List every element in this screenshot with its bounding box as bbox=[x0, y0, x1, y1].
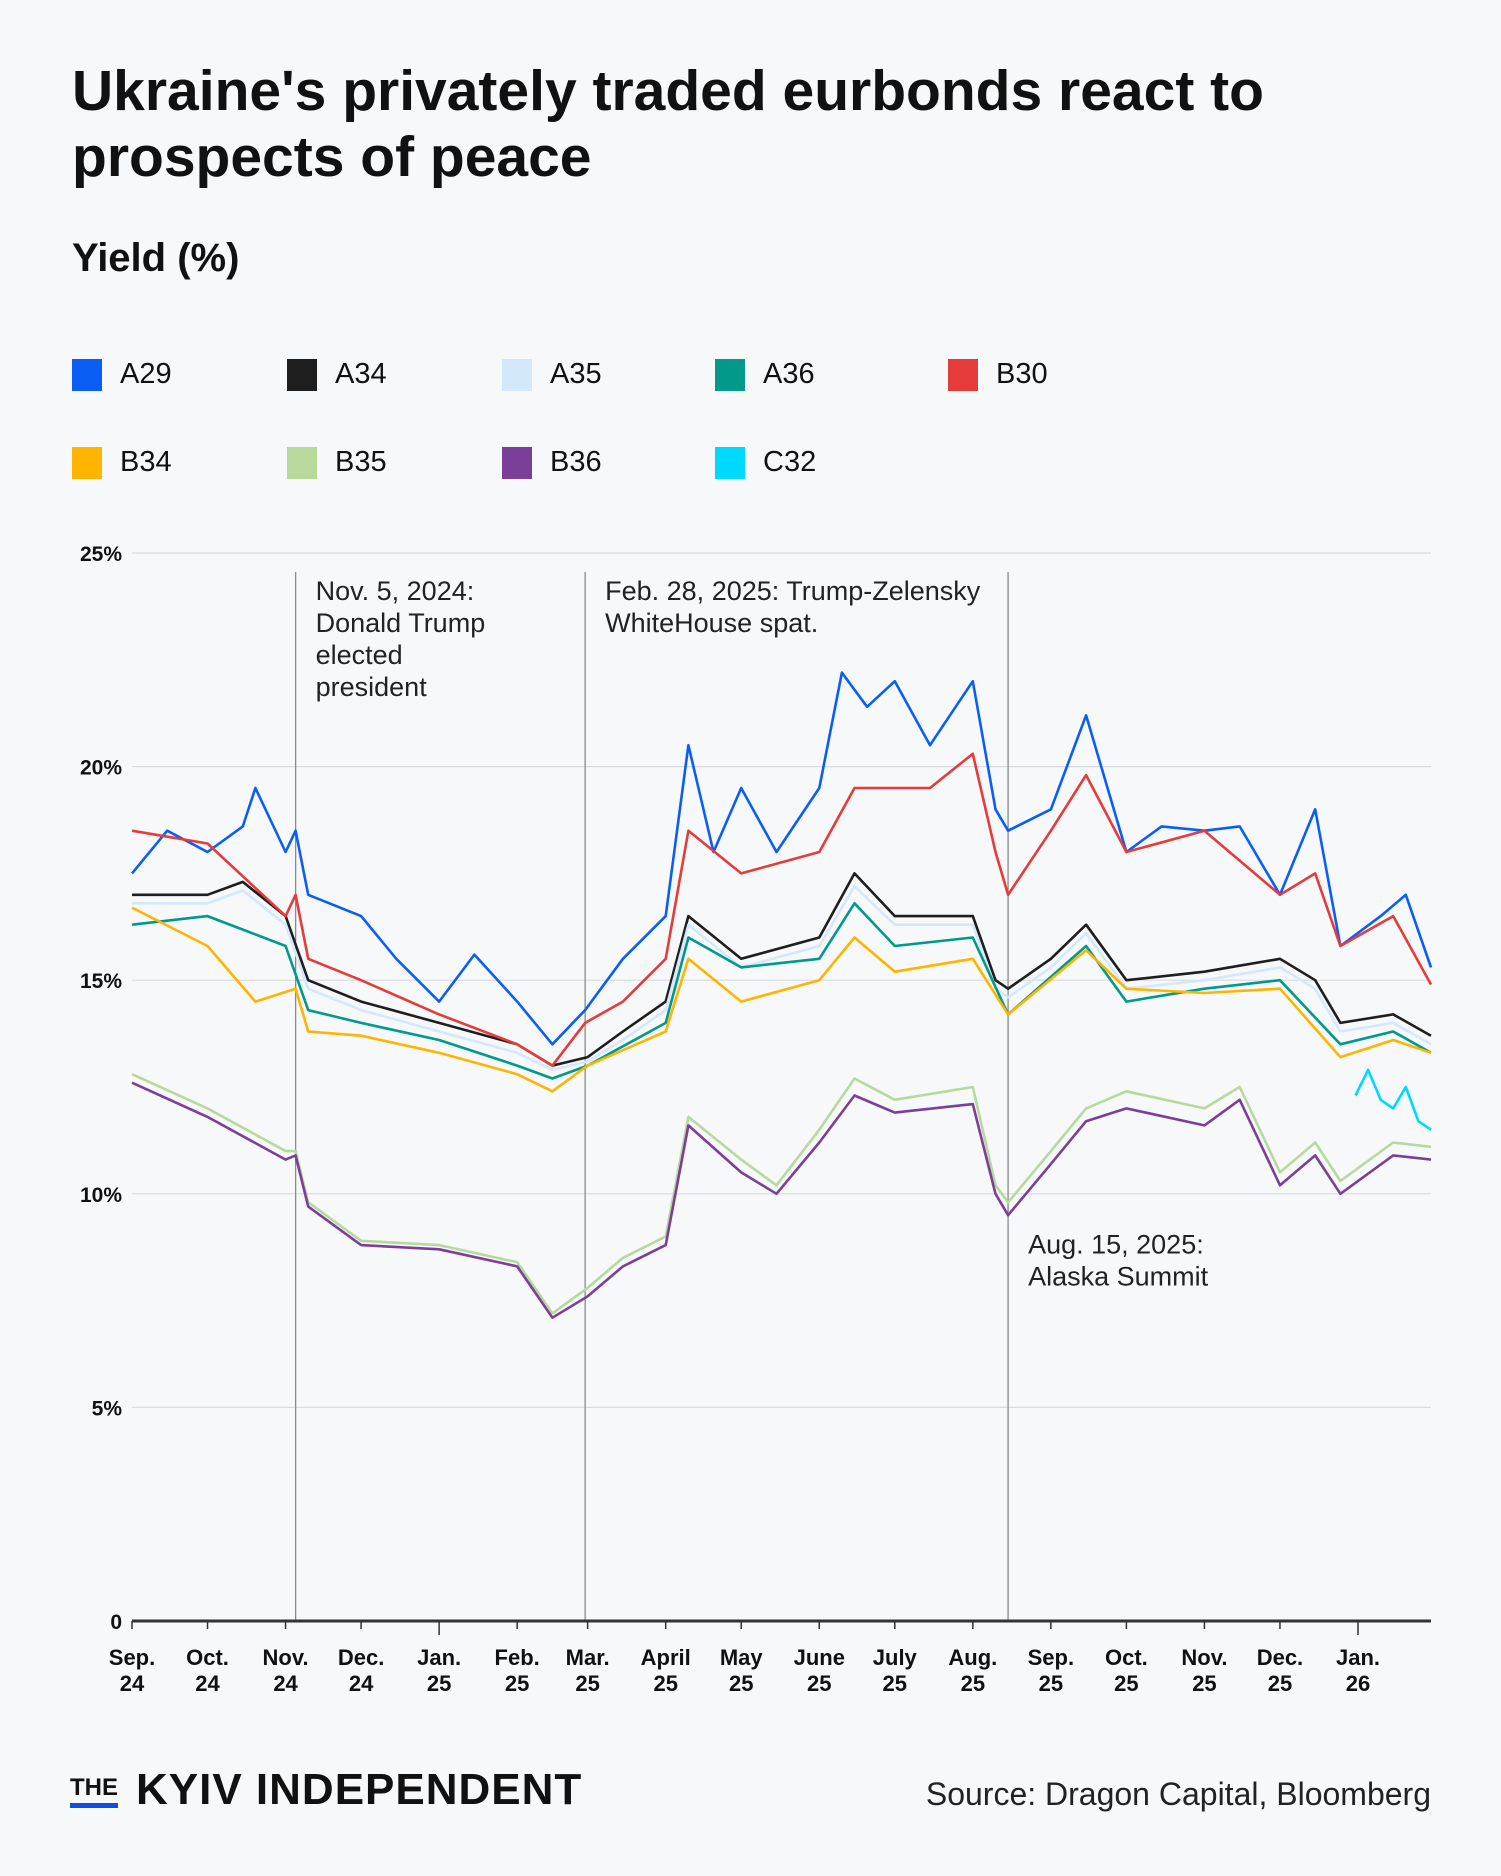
legend-swatch bbox=[715, 358, 745, 391]
legend-label: B35 bbox=[335, 446, 387, 478]
series-line-a35 bbox=[132, 884, 1432, 1072]
annotation-text: WhiteHouse spat. bbox=[605, 608, 818, 638]
x-tick-year: 24 bbox=[195, 1671, 220, 1696]
chart-title: Ukraine's privately traded eurbonds reac… bbox=[72, 59, 1264, 189]
x-tick-month: Oct. bbox=[1105, 1645, 1148, 1670]
x-tick-year: 24 bbox=[273, 1671, 298, 1696]
x-tick-month: Oct. bbox=[186, 1645, 229, 1670]
legend-swatch bbox=[948, 358, 978, 391]
legend-item-a34: A34 bbox=[287, 358, 387, 391]
legend-swatch bbox=[287, 446, 317, 479]
x-tick-year: 25 bbox=[575, 1671, 599, 1696]
x-tick-year: 26 bbox=[1346, 1671, 1370, 1696]
legend-item-b34: B34 bbox=[72, 446, 172, 479]
legend-swatch bbox=[502, 358, 532, 391]
annotation-text: Feb. 28, 2025: Trump-Zelensky bbox=[605, 576, 981, 606]
annotation-text: elected bbox=[316, 640, 403, 670]
x-tick-year: 24 bbox=[349, 1671, 374, 1696]
series-line-b30 bbox=[131, 752, 1433, 1067]
legend-label: B34 bbox=[120, 446, 172, 478]
x-tick-year: 25 bbox=[729, 1671, 753, 1696]
x-tick-year: 25 bbox=[1114, 1671, 1138, 1696]
legend-item-b35: B35 bbox=[287, 446, 387, 479]
annotation-text: Alaska Summit bbox=[1028, 1262, 1209, 1292]
x-tick-month: Sep. bbox=[1028, 1645, 1074, 1670]
x-tick-year: 25 bbox=[505, 1671, 529, 1696]
series-line-a29 bbox=[130, 671, 1433, 1046]
legend-swatch bbox=[72, 358, 102, 391]
legend-item-b36: B36 bbox=[502, 446, 602, 479]
legend-label: A35 bbox=[550, 358, 602, 390]
x-tick-month: April bbox=[641, 1645, 691, 1670]
logo-main: KYIV INDEPENDENT bbox=[136, 1765, 583, 1814]
legend-item-c32: C32 bbox=[715, 446, 816, 479]
legend-label: A34 bbox=[335, 358, 387, 390]
x-tick-year: 25 bbox=[807, 1671, 831, 1696]
legend-label: C32 bbox=[763, 446, 817, 478]
x-tick-month: Sep. bbox=[109, 1645, 155, 1670]
logo-the: THE bbox=[70, 1776, 118, 1808]
legend-label: B30 bbox=[996, 358, 1048, 390]
legend-label: A36 bbox=[763, 358, 815, 390]
x-tick-month: Mar. bbox=[566, 1645, 610, 1670]
y-tick-label: 25% bbox=[80, 543, 122, 566]
x-tick-month: Dec. bbox=[1257, 1645, 1303, 1670]
x-tick-month: Jan. bbox=[1336, 1645, 1380, 1670]
series-line-a34 bbox=[132, 872, 1432, 1067]
y-tick-label: 0 bbox=[110, 1611, 122, 1634]
legend-label: A29 bbox=[120, 358, 172, 390]
legend-label: B36 bbox=[550, 446, 602, 478]
annotation-text: Donald Trump bbox=[316, 608, 486, 638]
y-tick-label: 15% bbox=[80, 970, 122, 993]
series-line-b35 bbox=[131, 1073, 1432, 1315]
x-tick-month: Dec. bbox=[338, 1645, 384, 1670]
x-tick-year: 25 bbox=[1192, 1671, 1216, 1696]
x-tick-year: 25 bbox=[653, 1671, 677, 1696]
x-tick-month: Nov. bbox=[263, 1645, 309, 1670]
annotation-text: Aug. 15, 2025: bbox=[1028, 1230, 1204, 1260]
legend-swatch bbox=[715, 446, 745, 479]
annotation-text: Nov. 5, 2024: bbox=[316, 576, 475, 606]
series-line-b36 bbox=[131, 1081, 1432, 1319]
series-line-a36 bbox=[131, 902, 1432, 1080]
x-tick-year: 25 bbox=[883, 1671, 907, 1696]
x-tick-month: Nov. bbox=[1181, 1645, 1227, 1670]
legend-swatch bbox=[287, 358, 317, 391]
x-tick-month: May bbox=[720, 1645, 764, 1670]
legend-item-a36: A36 bbox=[715, 358, 815, 391]
x-tick-year: 25 bbox=[1268, 1671, 1292, 1696]
x-tick-year: 25 bbox=[961, 1671, 985, 1696]
annotation-text: president bbox=[316, 672, 428, 702]
legend-swatch bbox=[72, 446, 102, 479]
legend-item-a29: A29 bbox=[72, 358, 172, 391]
y-tick-label: 5% bbox=[92, 1397, 123, 1420]
legend-swatch bbox=[502, 446, 532, 479]
x-tick-month: June bbox=[794, 1645, 845, 1670]
chart-subtitle: Yield (%) bbox=[72, 236, 240, 280]
source-note: Source: Dragon Capital, Bloomberg bbox=[925, 1776, 1431, 1812]
x-tick-year: 25 bbox=[1039, 1671, 1063, 1696]
kyiv-independent-logo: THE KYIV INDEPENDENT bbox=[70, 1768, 582, 1812]
legend-item-b30: B30 bbox=[948, 358, 1048, 391]
y-tick-label: 10% bbox=[80, 1184, 122, 1207]
x-tick-month: Feb. bbox=[495, 1645, 540, 1670]
x-tick-year: 24 bbox=[120, 1671, 145, 1696]
y-tick-label: 20% bbox=[80, 757, 122, 780]
legend-item-a35: A35 bbox=[502, 358, 602, 391]
series-line-b34 bbox=[131, 906, 1432, 1093]
series-line-c32 bbox=[1354, 1068, 1432, 1131]
x-tick-year: 25 bbox=[427, 1671, 451, 1696]
x-tick-month: Aug. bbox=[948, 1645, 997, 1670]
x-tick-month: Jan. bbox=[417, 1645, 461, 1670]
x-tick-month: July bbox=[873, 1645, 918, 1670]
